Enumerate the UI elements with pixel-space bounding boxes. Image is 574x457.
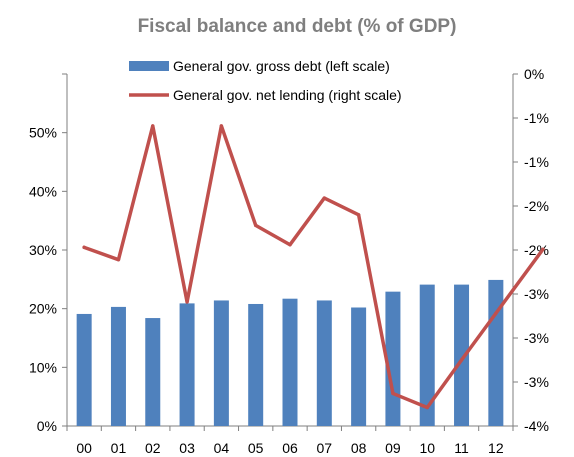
x-tick-label: 04: [214, 440, 230, 456]
x-tick-label: 10: [419, 440, 435, 456]
debt-bar: [282, 298, 298, 426]
net-lending-point: [151, 124, 155, 128]
debt-bar: [145, 318, 161, 426]
debt-bar: [454, 284, 470, 426]
left-tick-label: 40%: [29, 183, 57, 199]
right-tick-label: -1%: [524, 154, 549, 170]
debt-bar: [110, 306, 126, 426]
debt-bar: [351, 307, 367, 426]
net-lending-line: [82, 124, 545, 410]
net-lending-point: [322, 196, 327, 200]
right-tick-label: -3%: [524, 286, 549, 302]
debt-bar: [76, 313, 92, 426]
right-axis: 0% -1% -1% -2% -2% -3% -3% -3% -4%: [512, 66, 549, 434]
x-tick-label: 01: [111, 440, 127, 456]
x-tick-label: 08: [351, 440, 367, 456]
net-lending-point: [459, 358, 464, 362]
x-axis: 00 01 02 03 04 05 06 07 08 09 10 11 12: [66, 425, 514, 456]
right-tick-label: 0%: [524, 66, 544, 82]
x-tick-label: 07: [317, 440, 333, 456]
left-tick-label: 0%: [37, 418, 57, 434]
x-tick-label: 02: [145, 440, 161, 456]
legend-label-net-lending: General gov. net lending (right scale): [173, 87, 402, 103]
debt-bars: [76, 279, 504, 426]
legend: General gov. gross debt (left scale) Gen…: [129, 58, 402, 103]
net-lending-point: [391, 391, 395, 396]
net-lending-point: [185, 300, 189, 304]
debt-bar: [488, 279, 504, 426]
left-axis: 0% 10% 20% 30% 40% 50%: [29, 73, 68, 434]
net-lending-point: [253, 223, 258, 228]
debt-bar: [316, 300, 332, 426]
legend-swatch-debt: [129, 61, 169, 71]
debt-bar: [385, 291, 401, 426]
x-tick-label: 12: [488, 440, 504, 456]
net-lending-point: [494, 311, 498, 316]
right-tick-label: -2%: [524, 242, 549, 258]
net-lending-polyline: [82, 124, 545, 410]
right-tick-label: -3%: [524, 374, 549, 390]
debt-bar: [213, 300, 229, 426]
net-lending-point: [288, 243, 292, 247]
left-tick-label: 20%: [29, 301, 57, 317]
x-tick-label: 11: [454, 440, 469, 456]
chart-title: Fiscal balance and debt (% of GDP): [138, 16, 457, 37]
left-tick-label: 10%: [29, 359, 57, 375]
debt-bar: [419, 284, 435, 426]
right-tick-label: -2%: [524, 198, 549, 214]
net-lending-point: [356, 213, 361, 217]
right-tick-label: -3%: [524, 330, 549, 346]
net-lending-point: [425, 405, 429, 410]
x-tick-label: 06: [282, 440, 298, 456]
left-tick-label: 50%: [29, 125, 57, 141]
net-lending-point: [82, 245, 86, 250]
legend-label-debt: General gov. gross debt (left scale): [173, 58, 390, 74]
net-lending-point: [219, 124, 224, 128]
net-lending-point: [116, 257, 121, 262]
x-tick-label: 09: [385, 440, 401, 456]
right-tick-label: -1%: [524, 110, 549, 126]
x-tick-label: 03: [179, 440, 195, 456]
debt-bar: [179, 303, 195, 426]
x-tick-label: 05: [248, 440, 264, 456]
right-tick-label: -4%: [524, 418, 549, 434]
left-tick-label: 30%: [29, 242, 57, 258]
x-tick-label: 00: [76, 440, 92, 456]
debt-bar: [248, 303, 264, 426]
